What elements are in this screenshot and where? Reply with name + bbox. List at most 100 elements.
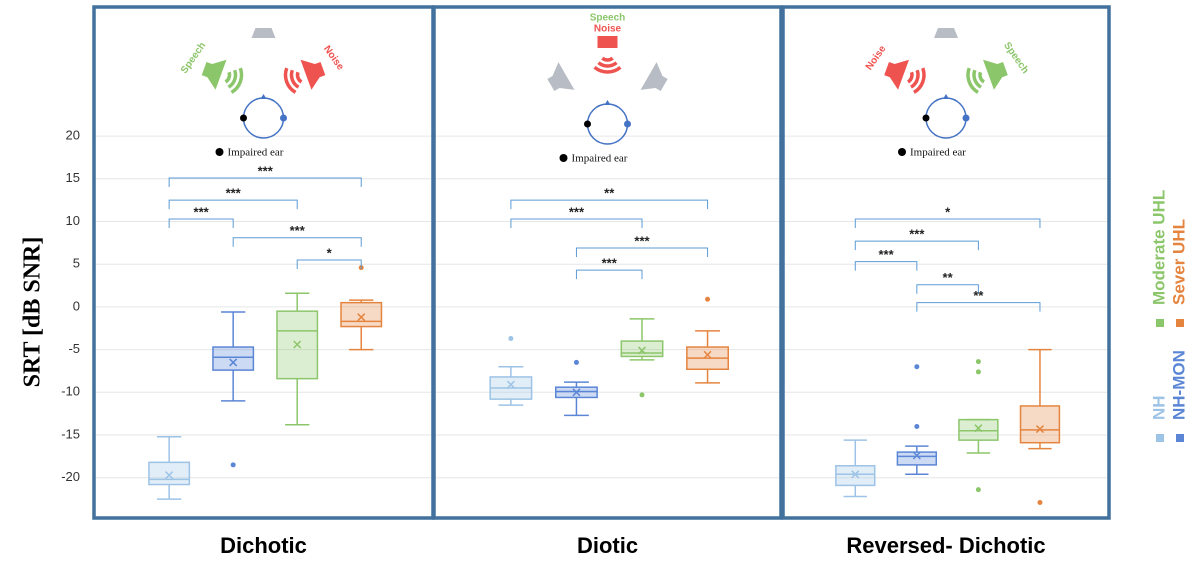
mean-marker [912, 451, 921, 460]
ear-diagram [242, 97, 285, 139]
significance-bracket [510, 218, 643, 228]
mean-marker [165, 471, 174, 480]
significance-label: * [327, 245, 333, 260]
significance-label: *** [602, 256, 618, 271]
mean-marker [851, 470, 860, 479]
mean-marker [974, 424, 983, 433]
scene-label: Speech [590, 13, 626, 24]
box-plot [958, 359, 999, 493]
y-tick-label: 5 [73, 256, 80, 271]
significance-label: *** [909, 227, 925, 242]
nose-marker [604, 100, 611, 105]
nose-marker [943, 94, 949, 99]
mean-marker [357, 313, 366, 322]
ear-dot [962, 114, 970, 122]
outlier [914, 423, 920, 429]
sound-wave [289, 69, 300, 89]
y-tick-label: -5 [68, 341, 80, 356]
outlier [639, 392, 645, 398]
speaker-icon [983, 59, 1008, 90]
sound-wave [230, 67, 244, 94]
significance-bracket [575, 269, 643, 280]
significance-label: ** [973, 288, 984, 303]
box-plot [896, 364, 938, 476]
panel-title: Diotic [577, 533, 638, 558]
box-plot [212, 311, 255, 468]
ear-diagram [925, 97, 967, 139]
outlier [975, 359, 981, 365]
speaker-icon [547, 62, 575, 92]
scene-label: Noise [321, 44, 346, 73]
sound-wave [912, 67, 926, 94]
box-plot [489, 336, 533, 406]
significance-label: *** [290, 223, 306, 238]
panel-title: Reversed- Dichotic [846, 533, 1045, 558]
legend-swatch [1156, 434, 1164, 442]
sound-wave [593, 65, 622, 74]
box-plot [555, 359, 598, 417]
sound-wave [227, 69, 238, 89]
significance-bracket [232, 237, 362, 247]
speaker-icon [251, 28, 276, 38]
significance-bracket [854, 240, 979, 251]
nose-marker [260, 94, 267, 99]
sound-wave [283, 67, 297, 94]
ear-label: Impaired ear [228, 147, 284, 159]
legend-label: Sever UHL [1169, 219, 1188, 305]
speaker-icon [201, 59, 227, 90]
speaker-icon [934, 28, 958, 38]
sound-wave [972, 69, 983, 89]
significance-bracket [854, 261, 918, 271]
box-plot [686, 296, 729, 384]
box [148, 461, 191, 486]
y-tick-label: -10 [61, 384, 80, 399]
significance-bracket [168, 177, 362, 187]
box [958, 418, 999, 441]
box [340, 301, 383, 328]
significance-label: *** [569, 204, 585, 219]
ear-dot [624, 120, 631, 128]
sound-wave [909, 69, 920, 89]
significance-label: * [945, 204, 951, 219]
y-tick-label: 20 [66, 128, 80, 143]
significance-label: ** [943, 270, 954, 285]
y-tick-label: -15 [61, 426, 80, 441]
legend-label: NH-MON [1169, 350, 1188, 420]
ear-label: Impaired ear [910, 147, 966, 159]
outlier [975, 487, 981, 493]
legend-dot [559, 154, 568, 162]
sound-wave [597, 61, 618, 68]
box-plot [276, 292, 319, 426]
outlier [230, 462, 236, 468]
box-plot [1019, 348, 1061, 505]
impaired-ear-dot [922, 114, 930, 122]
significance-label: *** [226, 186, 242, 201]
legend-dot [215, 148, 224, 156]
sound-wave [601, 56, 614, 62]
impaired-ear-dot [240, 114, 247, 122]
speaker-icon [300, 59, 326, 90]
significance-bracket [575, 247, 709, 257]
legend-swatch [1156, 319, 1164, 327]
ear-diagram [586, 103, 629, 145]
mean-marker [637, 346, 647, 355]
y-tick-label: -20 [61, 469, 80, 484]
significance-label: *** [258, 163, 274, 178]
scene-label: Noise [594, 24, 622, 35]
box-plot [148, 435, 191, 500]
mean-marker [703, 350, 712, 359]
legend-swatch [1176, 434, 1184, 442]
box [212, 346, 255, 371]
sound-wave [966, 67, 980, 94]
outlier [975, 369, 981, 375]
outlier [914, 364, 920, 370]
box [896, 451, 938, 466]
significance-label: *** [194, 204, 210, 219]
speaker-icon [640, 62, 668, 92]
outlier [573, 359, 579, 365]
box-plot [835, 439, 876, 498]
significance-label: ** [604, 186, 615, 201]
panel-frame [92, 5, 435, 520]
